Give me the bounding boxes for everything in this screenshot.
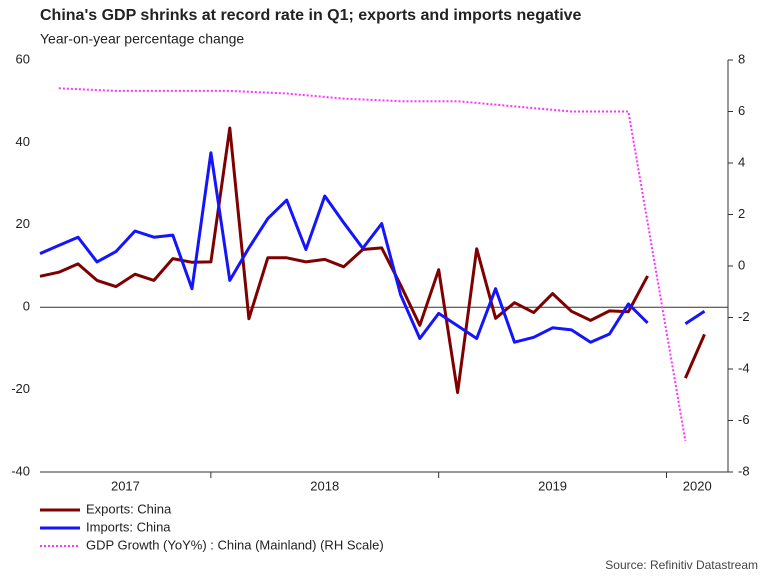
legend-label: GDP Growth (YoY%) : China (Mainland) (RH…	[86, 537, 384, 552]
y2-tick-label: -6	[738, 412, 750, 427]
series-line	[39, 151, 706, 344]
y2-tick-label: -4	[738, 360, 750, 375]
y-tick-label: 0	[23, 299, 30, 314]
x-year-label: 2019	[538, 478, 567, 493]
y-tick-label: -20	[11, 381, 30, 396]
y2-tick-label: 0	[738, 257, 745, 272]
y2-tick-label: 6	[738, 103, 745, 118]
chart-title: China's GDP shrinks at record rate in Q1…	[40, 7, 582, 24]
y2-tick-label: 8	[738, 51, 745, 66]
y-tick-label: 40	[16, 134, 30, 149]
y-tick-label: 20	[16, 216, 30, 231]
y2-tick-label: -2	[738, 309, 750, 324]
chart-subtitle: Year-on-year percentage change	[40, 31, 244, 47]
source-note: Source: Refinitiv Datastream	[605, 558, 758, 572]
y2-tick-label: 2	[738, 206, 745, 221]
legend-label: Exports: China	[86, 501, 172, 516]
y-tick-label: 60	[16, 51, 30, 66]
y2-tick-label: -8	[738, 463, 750, 478]
series-line	[39, 126, 706, 394]
y-tick-label: -40	[11, 463, 30, 478]
series-line	[58, 87, 687, 442]
x-year-label: 2020	[683, 478, 712, 493]
x-year-label: 2018	[310, 478, 339, 493]
y2-tick-label: 4	[738, 154, 745, 169]
legend-label: Imports: China	[86, 519, 171, 534]
x-year-label: 2017	[111, 478, 140, 493]
